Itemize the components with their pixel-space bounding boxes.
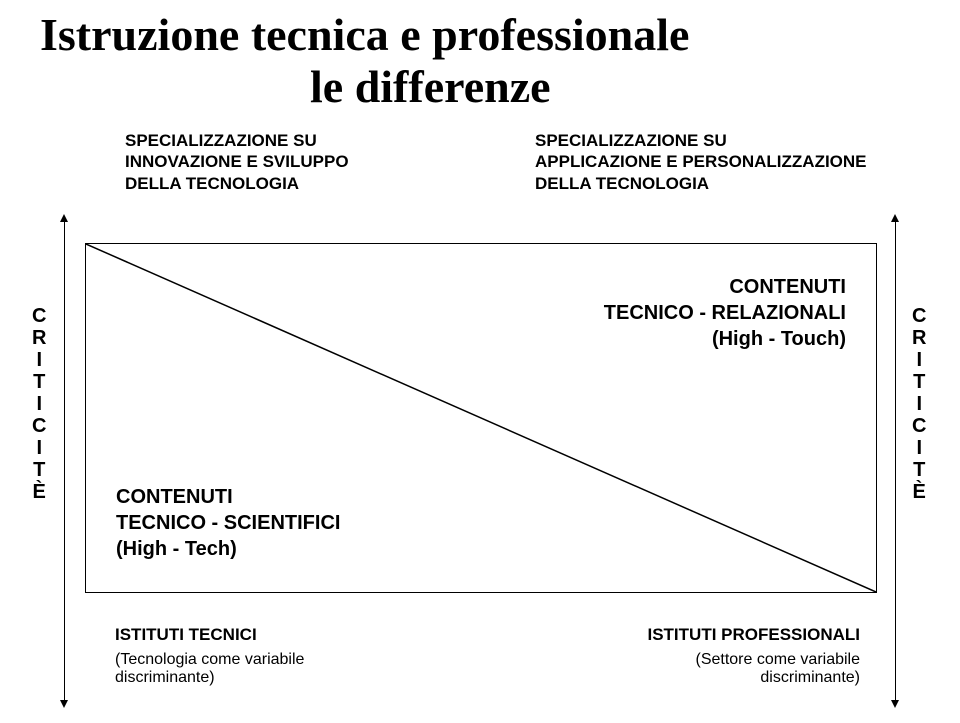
right-arrow-up — [891, 214, 899, 222]
footer-right-title: ISTITUTI PROFESSIONALI — [640, 625, 860, 645]
box-text-right-l3: (High - Touch) — [604, 326, 846, 352]
left-header-l2: INNOVAZIONE E SVILUPPO — [125, 151, 349, 172]
left-arrow-shaft — [64, 222, 65, 700]
page: Istruzione tecnica e professionale le di… — [0, 0, 960, 723]
left-header: SPECIALIZZAZIONE SU INNOVAZIONE E SVILUP… — [125, 130, 349, 194]
title-line2: le differenze — [310, 60, 551, 113]
right-header-l2: APPLICAZIONE E PERSONALIZZAZIONE — [535, 151, 867, 172]
right-arrow-down — [891, 700, 899, 708]
left-arrow-down — [60, 700, 68, 708]
left-header-l3: DELLA TECNOLOGIA — [125, 173, 349, 194]
box-text-left-l2: TECNICO - SCIENTIFICI — [116, 510, 340, 536]
footer-right-sub-l1: (Settore come variabile — [640, 651, 860, 669]
footer-right: ISTITUTI PROFESSIONALI (Settore come var… — [640, 625, 860, 687]
footer-left-sub-l1: (Tecnologia come variabile — [115, 651, 304, 669]
footer-left-title: ISTITUTI TECNICI — [115, 625, 304, 645]
box-text-right-l2: TECNICO - RELAZIONALI — [604, 300, 846, 326]
box-text-left-l1: CONTENUTI — [116, 484, 340, 510]
box-text-right-l1: CONTENUTI — [604, 274, 846, 300]
title-line1: Istruzione tecnica e professionale — [40, 8, 689, 61]
box-text-left: CONTENUTI TECNICO - SCIENTIFICI (High - … — [116, 484, 340, 562]
left-header-l1: SPECIALIZZAZIONE SU — [125, 130, 349, 151]
right-header-l1: SPECIALIZZAZIONE SU — [535, 130, 867, 151]
footer-right-sub-l2: discriminante) — [640, 669, 860, 687]
left-arrow-up — [60, 214, 68, 222]
right-header: SPECIALIZZAZIONE SU APPLICAZIONE E PERSO… — [535, 130, 867, 194]
right-vertical-label: CRITICITÈ — [912, 305, 926, 503]
content-box: CONTENUTI TECNICO - RELAZIONALI (High - … — [85, 243, 877, 593]
footer-left-sub-l2: discriminante) — [115, 669, 304, 687]
footer-left: ISTITUTI TECNICI (Tecnologia come variab… — [115, 625, 304, 687]
box-text-right: CONTENUTI TECNICO - RELAZIONALI (High - … — [604, 274, 846, 352]
left-vertical-label: CRITICITÈ — [32, 305, 46, 503]
right-header-l3: DELLA TECNOLOGIA — [535, 173, 867, 194]
box-text-left-l3: (High - Tech) — [116, 536, 340, 562]
right-arrow-shaft — [895, 222, 896, 700]
